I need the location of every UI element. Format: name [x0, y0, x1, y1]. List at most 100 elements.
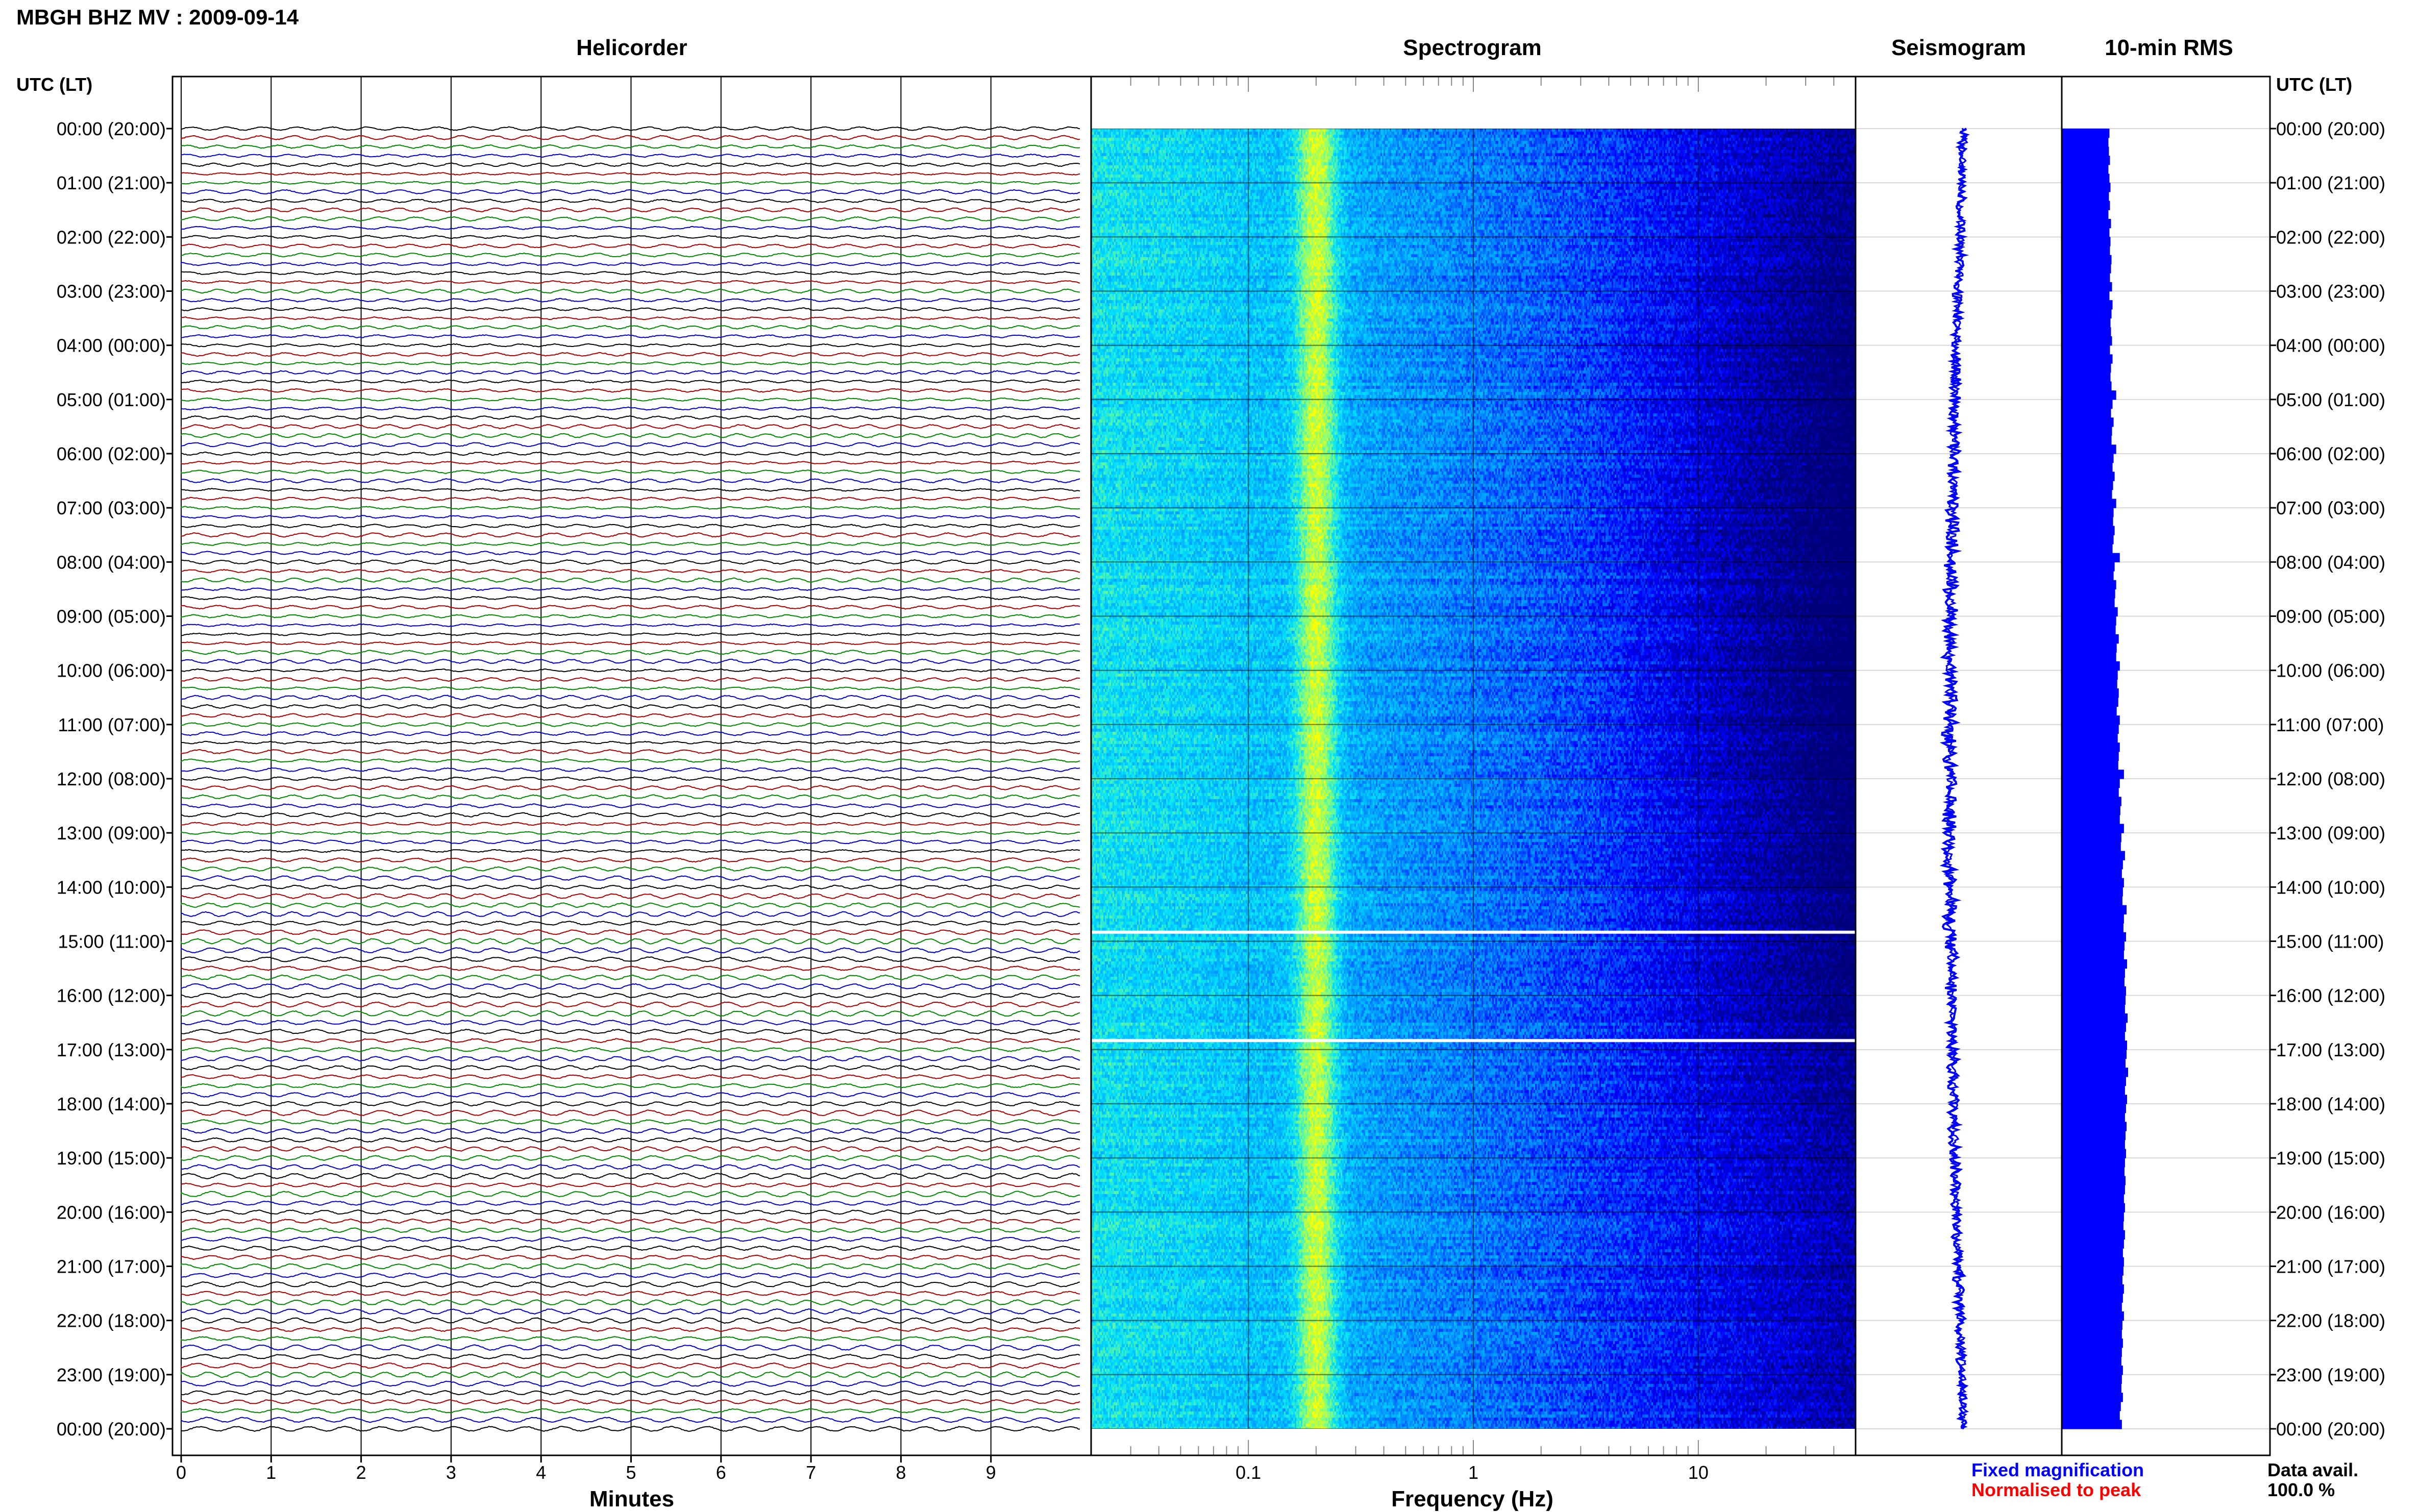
- helicorder-trace: [181, 956, 1080, 962]
- time-label-right: 10:00 (06:00): [2276, 660, 2385, 681]
- helicorder-trace: [181, 1353, 1080, 1360]
- freq-tick-label: 1: [1468, 1462, 1478, 1483]
- rms-bar: [2062, 833, 2121, 842]
- rms-bar: [2062, 291, 2110, 301]
- figure-title: MBGH BHZ MV : 2009-09-14: [16, 5, 299, 29]
- rms-bar: [2062, 1203, 2125, 1212]
- rms-bar: [2062, 462, 2113, 472]
- helicorder-trace: [181, 812, 1080, 817]
- rms-bar: [2062, 905, 2127, 915]
- rms-bar: [2062, 1139, 2125, 1150]
- time-label-right: 23:00 (19:00): [2276, 1365, 2385, 1385]
- rms-bar: [2062, 562, 2115, 572]
- helicorder-trace: [181, 568, 1080, 574]
- rms-bar: [2062, 228, 2110, 237]
- helicorder-trace: [181, 1010, 1080, 1017]
- time-label-left: 13:00 (09:00): [57, 823, 166, 844]
- minute-tick-label: 1: [266, 1462, 276, 1483]
- helicorder-trace: [181, 704, 1080, 709]
- helicorder-trace: [181, 587, 1080, 591]
- helicorder-trace: [181, 1155, 1080, 1161]
- helicorder-trace: [181, 974, 1080, 980]
- time-label-right: 21:00 (17:00): [2276, 1256, 2385, 1277]
- helicorder-trace: [181, 686, 1080, 691]
- minute-tick-label: 7: [806, 1462, 816, 1483]
- helicorder-trace: [181, 731, 1080, 736]
- helicorder-trace: [181, 921, 1080, 926]
- rms-bar: [2062, 1311, 2124, 1321]
- rms-bar: [2062, 1013, 2128, 1023]
- rms-bar: [2062, 1068, 2128, 1077]
- helicorder-trace: [181, 153, 1080, 158]
- helicorder-trace: [181, 442, 1080, 448]
- helicorder-trace: [181, 1146, 1080, 1152]
- minute-tick-label: 3: [446, 1462, 456, 1483]
- helicorder-trace: [181, 938, 1080, 945]
- rms-title: 10-min RMS: [2105, 35, 2233, 60]
- time-label-left: 09:00 (05:00): [57, 606, 166, 627]
- helicorder-trace: [181, 1254, 1080, 1260]
- rms-bar: [2062, 968, 2125, 978]
- time-label-right: 20:00 (16:00): [2276, 1202, 2385, 1223]
- helicorder-trace: [181, 1074, 1080, 1079]
- helicorder-trace: [181, 947, 1080, 954]
- helicorder-trace: [181, 722, 1080, 727]
- helicorder-trace: [181, 1344, 1080, 1351]
- time-label-left: 18:00 (14:00): [57, 1094, 166, 1114]
- rms-bar: [2062, 516, 2113, 527]
- rms-bar: [2062, 878, 2124, 887]
- helicorder-trace: [181, 1299, 1080, 1306]
- rms-bars: [2062, 129, 2128, 1429]
- helicorder-trace: [181, 1308, 1080, 1315]
- rms-bar: [2062, 399, 2113, 409]
- rms-bar: [2062, 941, 2125, 951]
- helicorder-trace: [181, 803, 1080, 808]
- helicorder-trace: [181, 1092, 1080, 1098]
- helicorder-trace: [181, 1291, 1080, 1296]
- rms-bar: [2062, 1122, 2127, 1131]
- helicorder-trace: [181, 577, 1080, 583]
- time-label-left: 06:00 (02:00): [57, 443, 166, 464]
- rms-bar: [2062, 869, 2122, 879]
- helicorder-trace: [181, 822, 1080, 826]
- time-label-right: 22:00 (18:00): [2276, 1310, 2385, 1331]
- helicorder-trace: [181, 1128, 1080, 1134]
- rms-bar: [2062, 751, 2119, 761]
- time-label-left: 17:00 (13:00): [57, 1039, 166, 1060]
- helicorder-trace: [181, 1038, 1080, 1044]
- helicorder-trace: [181, 1408, 1080, 1414]
- time-label-left: 16:00 (12:00): [57, 985, 166, 1006]
- data-avail-label: Data avail.: [2267, 1459, 2358, 1480]
- helicorder-trace: [181, 559, 1080, 565]
- rms-bar: [2062, 327, 2111, 337]
- time-label-right: 12:00 (08:00): [2276, 769, 2385, 789]
- helicorder-trace: [181, 1399, 1080, 1405]
- rms-bar: [2062, 164, 2109, 175]
- helicorder-trace: [181, 605, 1080, 610]
- time-label-right: 02:00 (22:00): [2276, 227, 2385, 247]
- rms-bar: [2062, 986, 2126, 996]
- spectrogram-raster-frame: [1091, 129, 1856, 1429]
- rms-bar: [2062, 1401, 2121, 1411]
- helicorder-trace: [181, 1182, 1080, 1188]
- time-label-right: 04:00 (00:00): [2276, 335, 2385, 356]
- utc-label-left: UTC (LT): [16, 74, 92, 95]
- rms-bar: [2062, 1329, 2122, 1339]
- time-label-left: 07:00 (03:00): [57, 498, 166, 518]
- rms-bar: [2062, 146, 2109, 156]
- time-label-right: 18:00 (14:00): [2276, 1094, 2385, 1114]
- helicorder-trace: [181, 866, 1080, 872]
- rms-bar: [2062, 787, 2119, 797]
- time-label-right: 05:00 (01:00): [2276, 389, 2385, 410]
- helicorder-trace: [181, 460, 1080, 465]
- time-label-left: 01:00 (21:00): [57, 172, 166, 193]
- helicorder-trace: [181, 1047, 1080, 1052]
- helicorder-trace: [181, 1362, 1080, 1369]
- rms-bar: [2062, 977, 2125, 987]
- rms-bar: [2062, 1167, 2125, 1177]
- spectrogram-raster: [1091, 129, 1856, 1429]
- time-label-left: 04:00 (00:00): [57, 335, 166, 356]
- rms-bar: [2062, 1284, 2124, 1294]
- rms-bar: [2062, 1339, 2123, 1348]
